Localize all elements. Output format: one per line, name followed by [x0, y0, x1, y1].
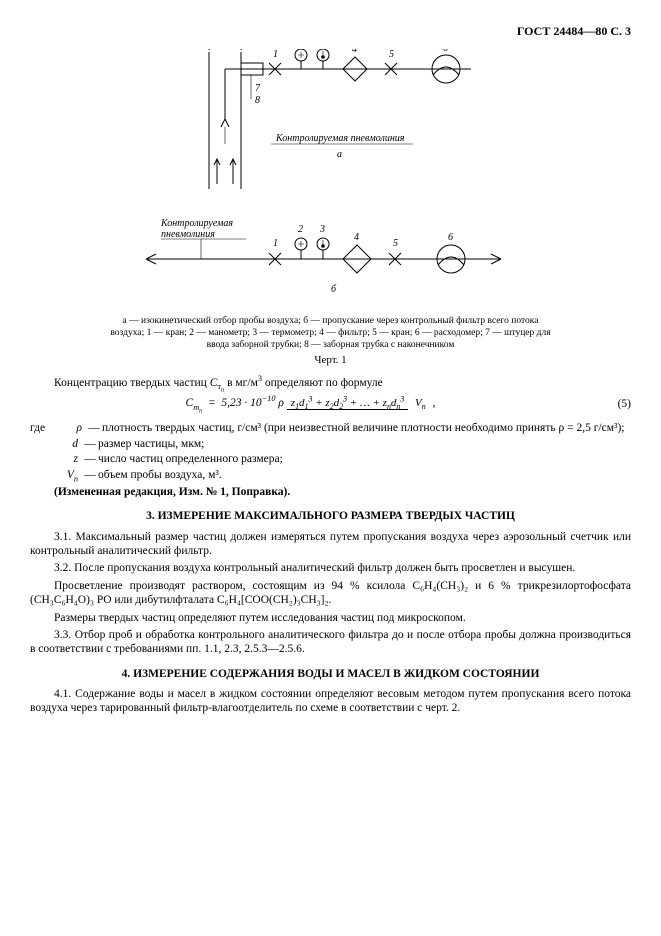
defs-note: (Измененная редакция, Изм. № 1, Поправка… — [30, 485, 631, 499]
p-3-2: 3.2. После пропускания воздуха контрольн… — [30, 561, 631, 575]
marker-b5: 5 — [393, 238, 398, 249]
marker-1: 1 — [273, 49, 278, 60]
p-3-5: 3.3. Отбор проб и обработка контрольного… — [30, 628, 631, 657]
def-d: размер частицы, мкм; — [98, 437, 631, 451]
page: ГОСТ 24484—80 С. 3 — [0, 0, 661, 936]
def-v: объем пробы воздуха, м³. — [98, 468, 631, 482]
p-4-1: 4.1. Содержание воды и масел в жидком со… — [30, 687, 631, 716]
p-3-1: 3.1. Максимальный размер частиц должен и… — [30, 530, 631, 559]
figure-b: Контролируемая пневмолиния 1 2 3 4 5 6 б — [30, 204, 631, 308]
section-4-title: 4. ИЗМЕРЕНИЕ СОДЕРЖАНИЯ ВОДЫ И МАСЕЛ В Ж… — [30, 667, 631, 681]
def-z: число частиц определенного размера; — [98, 452, 631, 466]
section-3-title: 3. ИЗМЕРЕНИЕ МАКСИМАЛЬНОГО РАЗМЕРА ТВЕРД… — [30, 509, 631, 523]
def-rho: плотность твердых частиц, г/см³ (при неи… — [102, 421, 631, 435]
figure-b-annot-bot: пневмолиния — [161, 229, 215, 240]
intro-text: Концентрацию твердых частиц Cтп в мг/м3 … — [30, 376, 631, 391]
marker-b2: 2 — [298, 224, 303, 235]
figure-a-sub: а — [337, 149, 342, 160]
schematic-a-svg: 1 2 3 4 5 6 7 8 Контролируемая пневмолин… — [151, 49, 511, 194]
formula-number: (5) — [591, 397, 631, 411]
figure-caption: а — изокинетический отбор пробы воздуха;… — [105, 315, 556, 352]
definitions: где ρ — плотность твердых частиц, г/см³ … — [30, 421, 631, 499]
figure-label: Черт. 1 — [30, 354, 631, 368]
marker-b1: 1 — [273, 238, 278, 249]
defs-lead: где — [30, 421, 58, 435]
marker-b4: 4 — [354, 232, 359, 243]
marker-6: 6 — [443, 49, 448, 54]
figure-a: 1 2 3 4 5 6 7 8 Контролируемая пневмолин… — [30, 49, 631, 198]
schematic-b-svg: Контролируемая пневмолиния 1 2 3 4 5 6 б — [131, 204, 531, 304]
marker-4: 4 — [352, 49, 357, 55]
p-3-4: Размеры твердых частиц определяют путем … — [30, 611, 631, 625]
figure-a-line-annotation: Контролируемая пневмолиния — [275, 133, 405, 144]
marker-5: 5 — [389, 49, 394, 60]
figure-b-annot-top: Контролируемая — [160, 218, 233, 229]
page-header: ГОСТ 24484—80 С. 3 — [30, 24, 631, 39]
marker-b3: 3 — [319, 224, 325, 235]
marker-8: 8 — [255, 95, 260, 106]
figure-b-sub: б — [331, 284, 337, 295]
formula-5: Cтп = 5,23 · 10−10 ρ z1d13 + z2d23 + … +… — [30, 396, 631, 411]
marker-b6: 6 — [448, 232, 453, 243]
p-3-3: Просветление производят раствором, состо… — [30, 579, 631, 608]
marker-7: 7 — [255, 83, 261, 94]
